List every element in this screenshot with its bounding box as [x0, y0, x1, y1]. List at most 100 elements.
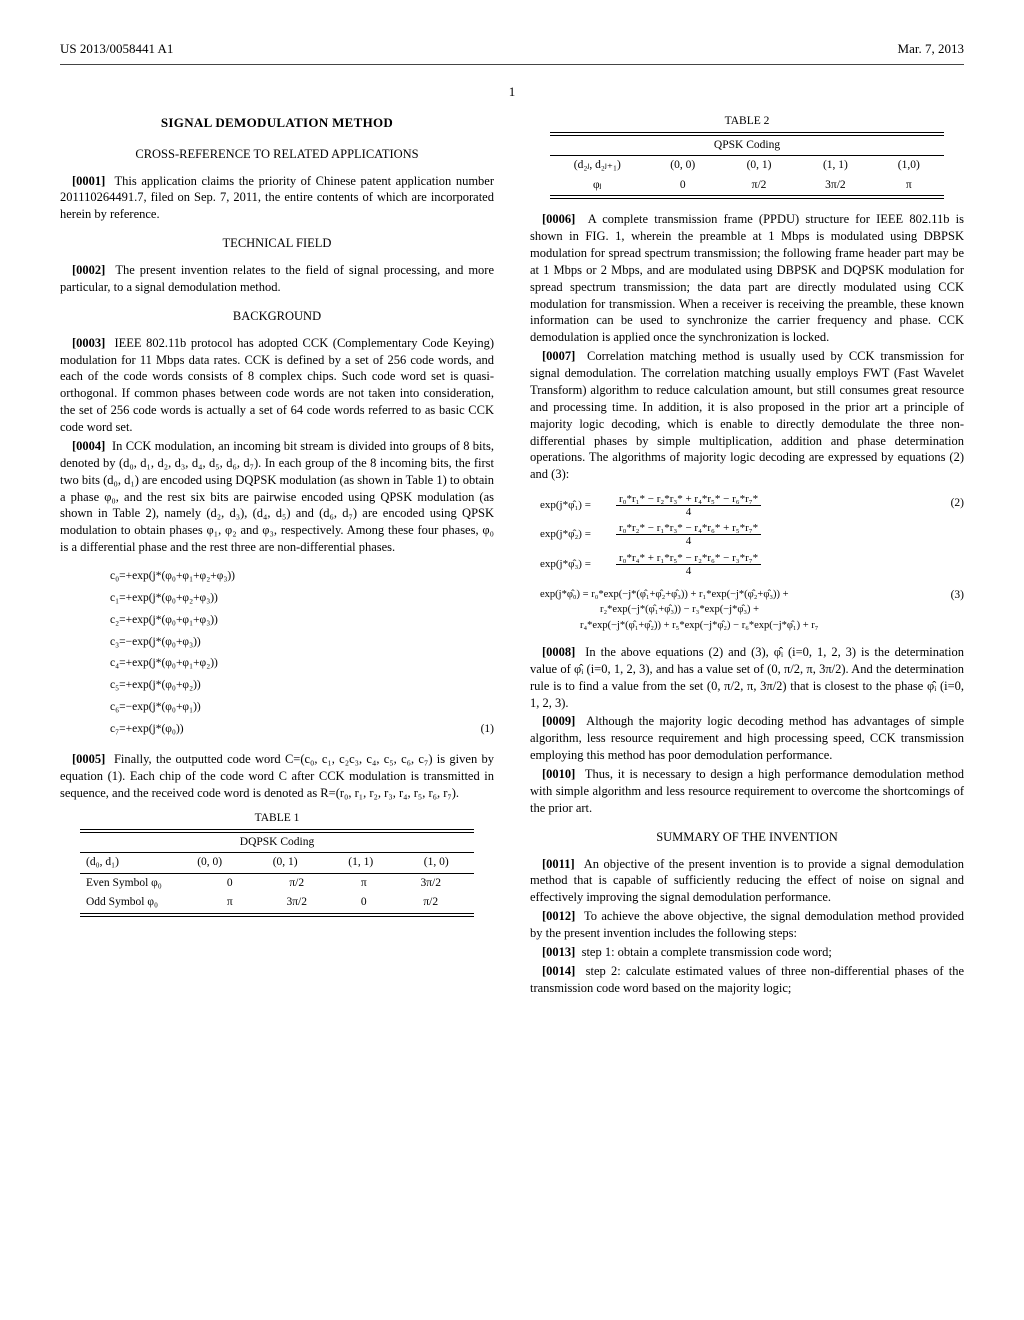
- para-text: Thus, it is necessary to design a high p…: [530, 767, 964, 815]
- table2-col: (1,0): [874, 156, 944, 176]
- para-0009: [0009] Although the majority logic decod…: [530, 713, 964, 764]
- para-text: IEEE 802.11b protocol has adopted CCK (C…: [60, 336, 494, 434]
- table1-col: (0, 0): [172, 853, 248, 873]
- para-num: [0007]: [542, 349, 575, 363]
- table2-rowheader-b: φⱼ: [550, 176, 645, 196]
- left-column: SIGNAL DEMODULATION METHOD CROSS-REFEREN…: [60, 114, 494, 999]
- eq3-number: (3): [951, 587, 964, 604]
- para-num: [0003]: [72, 336, 105, 350]
- header-rule: [60, 64, 964, 65]
- eq1-c0: c₀=+exp(j*(φ₀+φ₁+φ₂+φ₃)): [110, 566, 494, 588]
- para-0005: [0005] Finally, the outputted code word …: [60, 751, 494, 802]
- eq2-r3-lhs: exp(j*φ̂₃) =: [540, 554, 616, 575]
- table1-cell: 0: [206, 874, 253, 894]
- eq1-c2: c₂=+exp(j*(φ₀+φ₁+φ₃)): [110, 610, 494, 632]
- para-0001: [0001] This application claims the prior…: [60, 173, 494, 224]
- table1-row1-label: Even Symbol φ₀: [80, 874, 206, 894]
- para-text: A complete transmission frame (PPDU) str…: [530, 212, 964, 344]
- para-num: [0004]: [72, 439, 105, 453]
- equation-3: (3) exp(j*φ̂₀) = r₀*exp(−j*(φ̂₁+φ̂₂+φ̂₃)…: [540, 587, 964, 634]
- table-2: TABLE 2 QPSK Coding (d₂ⱼ, d₂ⱼ₊₁) (0, 0) …: [550, 114, 944, 199]
- equation-2: (2) exp(j*φ̂₁) = r₀*r₁* − r₂*r₃* + r₄*r₅…: [540, 493, 964, 577]
- table2-cell: π/2: [721, 176, 797, 196]
- para-text: This application claims the priority of …: [60, 174, 494, 222]
- para-0010: [0010] Thus, it is necessary to design a…: [530, 766, 964, 817]
- table2-data: (d₂ⱼ, d₂ⱼ₊₁) (0, 0) (0, 1) (1, 1) (1,0) …: [550, 156, 944, 195]
- eq2-r3-den: 4: [616, 565, 761, 577]
- eq1-c4: c₄=+exp(j*(φ₀+φ₁+φ₂)): [110, 653, 494, 675]
- eq2-row2: exp(j*φ̂₂) = r₀*r₂* − r₁*r₃* − r₄*r₆* + …: [540, 522, 964, 547]
- table2-col: (0, 0): [645, 156, 721, 176]
- eq2-r1-frac: r₀*r₁* − r₂*r₃* + r₄*r₅* − r₆*r₇* 4: [616, 493, 761, 518]
- table1-body: Even Symbol φ₀ 0 π/2 π 3π/2 Odd Symbol φ…: [80, 874, 474, 913]
- para-num: [0005]: [72, 752, 105, 766]
- document-title: SIGNAL DEMODULATION METHOD: [60, 114, 494, 132]
- para-num: [0009]: [542, 714, 575, 728]
- para-num: [0013]: [542, 945, 575, 959]
- running-header: US 2013/0058441 A1 Mar. 7, 2013: [60, 40, 964, 58]
- para-0004: [0004] In CCK modulation, an incoming bi…: [60, 438, 494, 556]
- header-left: US 2013/0058441 A1: [60, 40, 173, 58]
- para-0012: [0012] To achieve the above objective, t…: [530, 908, 964, 942]
- page: US 2013/0058441 A1 Mar. 7, 2013 1 SIGNAL…: [0, 0, 1024, 1320]
- para-0003: [0003] IEEE 802.11b protocol has adopted…: [60, 335, 494, 436]
- table1-row2-label: Odd Symbol φ₀: [80, 893, 206, 913]
- summary-heading: SUMMARY OF THE INVENTION: [530, 829, 964, 846]
- para-text: An objective of the present invention is…: [530, 857, 964, 905]
- table1-cell: π: [340, 874, 387, 894]
- two-column-layout: SIGNAL DEMODULATION METHOD CROSS-REFEREN…: [60, 114, 964, 999]
- para-0002: [0002] The present invention relates to …: [60, 262, 494, 296]
- eq1-c5: c₅=+exp(j*(φ₀+φ₂)): [110, 675, 494, 697]
- table1-col: (0, 1): [247, 853, 323, 873]
- eq2-r1-den: 4: [616, 506, 761, 518]
- table1-col: (1, 0): [398, 853, 474, 873]
- eq3-line2: r₂*exp(−j*(φ̂₁+φ̂₃)) − r₃*exp(−j*φ̂₃) +: [540, 602, 964, 618]
- para-num: [0002]: [72, 263, 105, 277]
- table2-col: (0, 1): [721, 156, 797, 176]
- eq2-r3-num: r₀*r₄* + r₁*r₅* − r₂*r₆* − r₃*r₇*: [616, 552, 761, 565]
- para-text: Although the majority logic decoding met…: [530, 714, 964, 762]
- table1-cell: π/2: [387, 893, 474, 913]
- para-0011: [0011] An objective of the present inven…: [530, 856, 964, 907]
- eq2-r2-num: r₀*r₂* − r₁*r₃* − r₄*r₆* + r₅*r₇*: [616, 522, 761, 535]
- table2-caption: TABLE 2: [550, 114, 944, 130]
- eq1-c6: c₆=−exp(j*(φ₀+φ₁)): [110, 697, 494, 719]
- para-num: [0010]: [542, 767, 575, 781]
- eq2-r3-frac: r₀*r₄* + r₁*r₅* − r₂*r₆* − r₃*r₇* 4: [616, 552, 761, 577]
- para-text: step 1: obtain a complete transmission c…: [582, 945, 832, 959]
- table2-col: (1, 1): [797, 156, 873, 176]
- header-right: Mar. 7, 2013: [898, 40, 964, 58]
- table1-caption: TABLE 1: [80, 811, 474, 827]
- eq1-number: (1): [481, 719, 494, 741]
- eq3-line1: exp(j*φ̂₀) = r₀*exp(−j*(φ̂₁+φ̂₂+φ̂₃)) + …: [540, 587, 964, 603]
- para-0007: [0007] Correlation matching method is us…: [530, 348, 964, 483]
- para-num: [0012]: [542, 909, 575, 923]
- table1-cell: 0: [340, 893, 387, 913]
- para-num: [0001]: [72, 174, 105, 188]
- eq1-c1: c₁=+exp(j*(φ₀+φ₂+φ₃)): [110, 588, 494, 610]
- page-number: 1: [60, 83, 964, 101]
- para-text: Finally, the outputted code word C=(c₀, …: [60, 752, 494, 800]
- para-num: [0011]: [542, 857, 575, 871]
- table2-cell: 0: [645, 176, 721, 196]
- table2-cell: π: [874, 176, 944, 196]
- eq2-number: (2): [951, 493, 964, 515]
- eq1-c7: c₇=+exp(j*(φ₀)) (1): [110, 719, 494, 741]
- para-text: In the above equations (2) and (3), φ̂ᵢ …: [530, 645, 964, 710]
- para-0013: [0013] step 1: obtain a complete transmi…: [530, 944, 964, 961]
- table1-rowheader: (d₀, d₁): [80, 853, 172, 873]
- table-1: TABLE 1 DQPSK Coding (d₀, d₁) (0, 0) (0,…: [80, 811, 474, 917]
- eq2-r1-lhs: exp(j*φ̂₁) =: [540, 495, 616, 516]
- eq2-r1-num: r₀*r₁* − r₂*r₃* + r₄*r₅* − r₆*r₇*: [616, 493, 761, 506]
- table1-col: (1, 1): [323, 853, 399, 873]
- para-0014: [0014] step 2: calculate estimated value…: [530, 963, 964, 997]
- table1-data: (d₀, d₁) (0, 0) (0, 1) (1, 1) (1, 0): [80, 853, 474, 873]
- table2-rowheader-a: (d₂ⱼ, d₂ⱼ₊₁): [550, 156, 645, 176]
- techfield-heading: TECHNICAL FIELD: [60, 235, 494, 252]
- eq1-c3: c₃=−exp(j*(φ₀+φ₃)): [110, 632, 494, 654]
- eq2-row3: exp(j*φ̂₃) = r₀*r₄* + r₁*r₅* − r₂*r₆* − …: [540, 552, 964, 577]
- para-text: The present invention relates to the fie…: [60, 263, 494, 294]
- eq3-line3: r₄*exp(−j*(φ̂₁+φ̂₂)) + r₅*exp(−j*φ̂₂) − …: [540, 618, 964, 634]
- table2-cell: 3π/2: [797, 176, 873, 196]
- para-text: In CCK modulation, an incoming bit strea…: [60, 439, 494, 554]
